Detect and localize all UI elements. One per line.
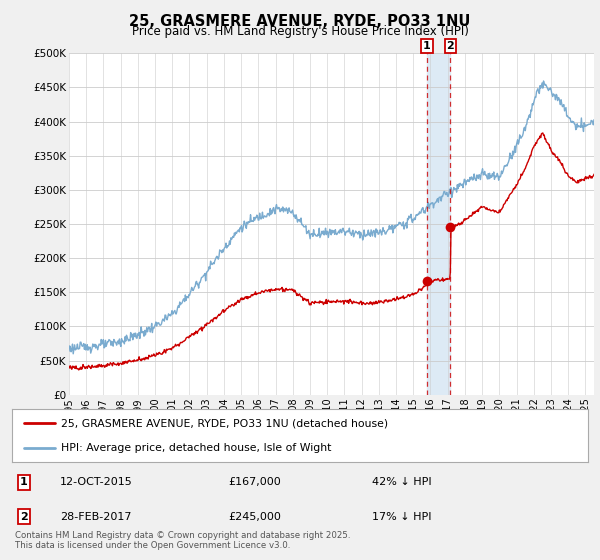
- Text: 25, GRASMERE AVENUE, RYDE, PO33 1NU (detached house): 25, GRASMERE AVENUE, RYDE, PO33 1NU (det…: [61, 418, 388, 428]
- Text: HPI: Average price, detached house, Isle of Wight: HPI: Average price, detached house, Isle…: [61, 442, 331, 452]
- Text: Contains HM Land Registry data © Crown copyright and database right 2025.
This d: Contains HM Land Registry data © Crown c…: [15, 530, 350, 550]
- Bar: [427, 53, 451, 395]
- Text: Price paid vs. HM Land Registry's House Price Index (HPI): Price paid vs. HM Land Registry's House …: [131, 25, 469, 38]
- Text: 12-OCT-2015: 12-OCT-2015: [60, 477, 133, 487]
- Text: 42% ↓ HPI: 42% ↓ HPI: [372, 477, 431, 487]
- Text: £245,000: £245,000: [228, 512, 281, 522]
- Text: 1: 1: [20, 477, 28, 487]
- Text: 2: 2: [20, 512, 28, 522]
- Text: 28-FEB-2017: 28-FEB-2017: [60, 512, 131, 522]
- Text: 17% ↓ HPI: 17% ↓ HPI: [372, 512, 431, 522]
- Text: 1: 1: [423, 41, 431, 52]
- Text: 25, GRASMERE AVENUE, RYDE, PO33 1NU: 25, GRASMERE AVENUE, RYDE, PO33 1NU: [130, 14, 470, 29]
- Text: £167,000: £167,000: [228, 477, 281, 487]
- Text: 2: 2: [446, 41, 454, 52]
